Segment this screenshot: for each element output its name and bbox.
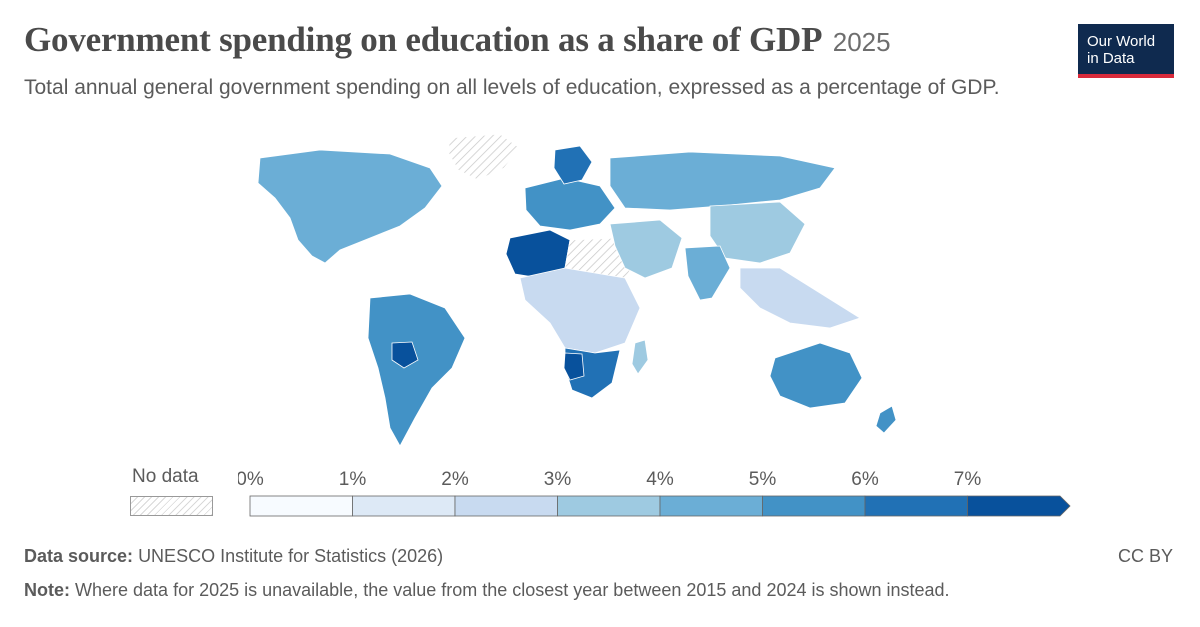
no-data-swatch[interactable] — [130, 496, 213, 516]
legend-tick-label: 5% — [749, 469, 777, 490]
legend-tick-label: 3% — [544, 469, 572, 490]
legend-tick-label: 1% — [339, 469, 367, 490]
legend-bin[interactable] — [352, 495, 456, 517]
license-link[interactable]: CC BY — [1118, 546, 1174, 566]
legend-bin[interactable] — [454, 495, 558, 517]
region-bolivia[interactable] — [391, 341, 419, 369]
chart-year[interactable]: 2025 — [832, 27, 891, 57]
note-text: Where data for 2025 is unavailable, the … — [75, 580, 950, 600]
logo-line-2: in Data — [1087, 50, 1135, 67]
legend-bin[interactable] — [762, 495, 866, 517]
data-source: Data source: UNESCO Institute for Statis… — [24, 546, 443, 567]
color-legend: 0% 1% 2% 3% 4% 5% 6% 7% — [238, 469, 1071, 517]
region-scandinavia[interactable] — [553, 145, 593, 185]
legend-tick-label: 4% — [646, 469, 674, 490]
title-row: Government spending on education as a sh… — [24, 20, 891, 60]
legend-bin[interactable] — [557, 495, 661, 517]
region-russia[interactable] — [609, 151, 836, 211]
logo-line-1: Our World — [1087, 33, 1156, 50]
region-europe[interactable] — [524, 177, 616, 231]
region-south-america[interactable] — [367, 293, 466, 447]
region-southeast-asia[interactable] — [739, 267, 861, 329]
legend-bin[interactable] — [864, 495, 968, 517]
region-new-zealand[interactable] — [875, 405, 897, 434]
data-source-text[interactable]: UNESCO Institute for Statistics (2026) — [138, 546, 444, 566]
owid-logo[interactable]: Our World in Data — [1078, 24, 1174, 78]
legend-tick-label: 7% — [954, 469, 982, 490]
region-central-africa[interactable] — [519, 267, 641, 354]
legend-bin-open[interactable] — [967, 495, 1071, 517]
legend-bin[interactable] — [659, 495, 763, 517]
region-australia[interactable] — [769, 342, 863, 409]
legend-tick-label: 0% — [238, 469, 264, 490]
note: Note: Where data for 2025 is unavailable… — [24, 580, 950, 601]
no-data-label: No data — [132, 466, 199, 487]
region-namibia[interactable] — [563, 352, 585, 381]
legend-tick-label: 6% — [851, 469, 879, 490]
note-label: Note: — [24, 580, 70, 600]
chart-title: Government spending on education as a sh… — [24, 20, 823, 59]
region-north-america[interactable] — [257, 149, 443, 264]
region-middle-east[interactable] — [609, 219, 683, 279]
region-india[interactable] — [684, 245, 731, 301]
region-china[interactable] — [709, 201, 806, 264]
legend-tick-label: 2% — [441, 469, 469, 490]
world-map[interactable] — [220, 128, 920, 458]
region-madagascar[interactable] — [631, 339, 649, 375]
legend-bin[interactable] — [249, 495, 353, 517]
region-greenland[interactable] — [447, 133, 521, 181]
data-source-label: Data source: — [24, 546, 134, 566]
chart-subtitle: Total annual general government spending… — [24, 76, 1000, 99]
